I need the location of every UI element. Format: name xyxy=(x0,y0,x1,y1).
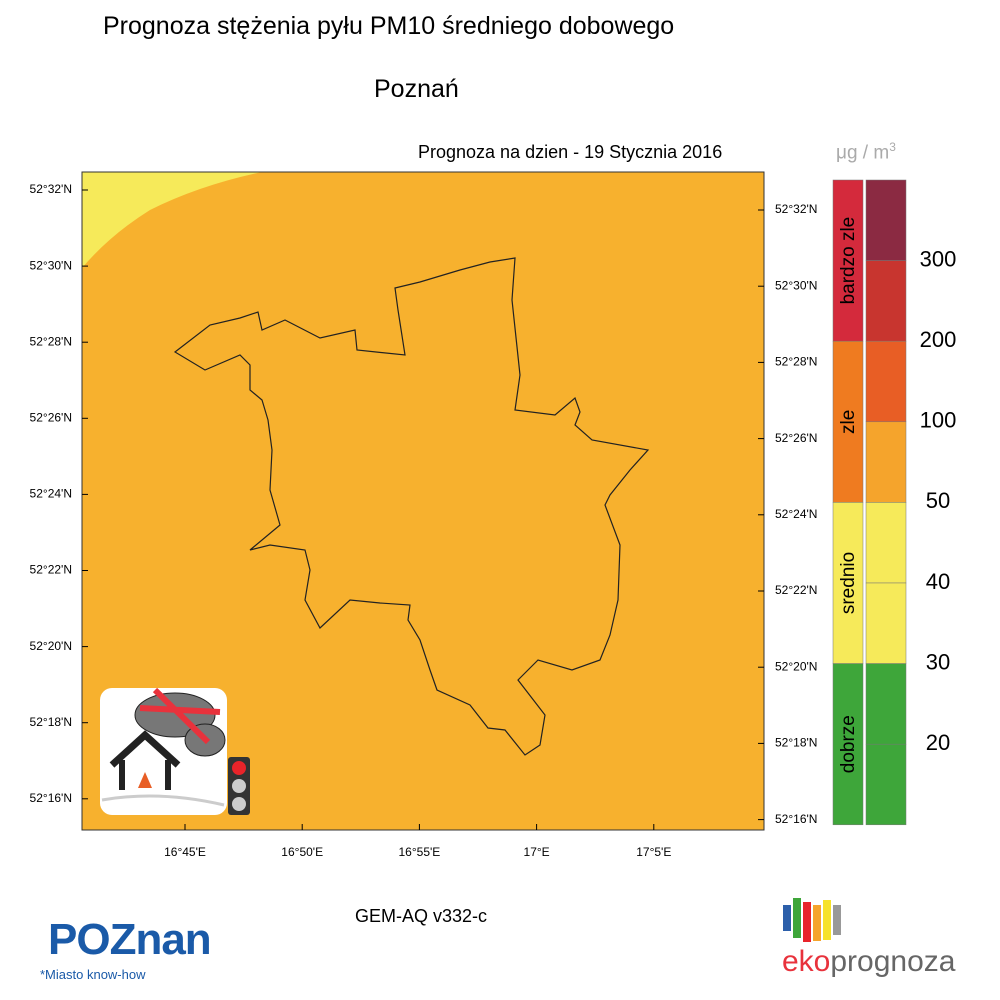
threshold-label: 100 xyxy=(920,408,957,433)
title: Prognoza stężenia pyłu PM10 średniego do… xyxy=(103,12,675,40)
threshold-label: 20 xyxy=(926,730,950,755)
lat-label: 52°18'N xyxy=(775,736,817,750)
lat-label: 52°22'N xyxy=(30,563,72,577)
light-off xyxy=(232,797,246,811)
category-band xyxy=(832,340,864,503)
logo-tagline: *Miasto know-how xyxy=(40,967,146,982)
forecast-zone xyxy=(82,172,262,268)
lat-label: 52°28'N xyxy=(775,355,817,369)
city-boundary xyxy=(173,257,650,756)
category-label: zle xyxy=(838,410,859,434)
color-bin xyxy=(865,179,907,261)
color-bin xyxy=(865,260,907,342)
unit-text: μg / m xyxy=(836,142,890,164)
lon-label: 16°55'E xyxy=(399,845,441,859)
logo-eko: eko xyxy=(782,945,831,978)
snow xyxy=(101,794,225,807)
color-bin xyxy=(865,502,907,584)
lon-label: 17°E xyxy=(524,845,550,859)
category-label: dobrze xyxy=(838,715,859,773)
color-bin xyxy=(865,340,907,423)
lat-label: 52°28'N xyxy=(30,334,72,348)
lat-label: 52°30'N xyxy=(775,278,817,292)
lat-label: 52°24'N xyxy=(775,507,817,521)
lat-label: 52°32'N xyxy=(775,202,817,216)
eko-logo-bars xyxy=(783,898,841,942)
light-off xyxy=(232,779,246,793)
lon-label: 16°50'E xyxy=(281,845,323,859)
lat-label: 52°32'N xyxy=(30,182,72,196)
threshold-label: 300 xyxy=(920,246,957,271)
color-bin xyxy=(865,663,907,745)
model: GEM-AQ v332-c xyxy=(355,906,488,926)
logo-right: ekoprognoza xyxy=(782,945,955,979)
category-band xyxy=(832,179,864,342)
city: Poznań xyxy=(374,75,459,103)
forecast-date: Prognoza na dzien - 19 Stycznia 2016 xyxy=(418,142,723,162)
threshold-label: 50 xyxy=(926,488,950,513)
lat-label: 52°26'N xyxy=(30,410,72,424)
logo-prognoza: prognoza xyxy=(830,945,956,978)
lat-label: 52°18'N xyxy=(30,715,72,729)
cross xyxy=(139,687,221,745)
fire xyxy=(138,772,152,788)
lat-label: 52°26'N xyxy=(775,431,817,445)
lat-label: 52°30'N xyxy=(30,258,72,272)
logo-left: POZnan xyxy=(48,915,212,964)
color-bin xyxy=(865,582,907,664)
category-label: bardzo zle xyxy=(838,217,859,305)
lat-label: 52°20'N xyxy=(775,659,817,673)
color-bin xyxy=(865,421,907,503)
category-label: srednio xyxy=(838,552,859,614)
air-quality-icon xyxy=(100,687,250,815)
lon-label: 17°5'E xyxy=(636,845,671,859)
roof xyxy=(109,730,181,768)
category-band xyxy=(832,502,864,664)
map-frame xyxy=(81,171,765,831)
light-red xyxy=(232,761,246,775)
lat-label: 52°20'N xyxy=(30,639,72,653)
lon-label: 16°45'E xyxy=(164,845,206,859)
category-band xyxy=(832,663,864,826)
threshold-label: 40 xyxy=(926,569,950,594)
threshold-label: 30 xyxy=(926,649,950,674)
walls xyxy=(119,760,171,790)
lat-label: 52°24'N xyxy=(30,487,72,501)
unit: μg / m3 xyxy=(836,140,896,164)
lat-label: 52°16'N xyxy=(775,812,817,826)
lat-label: 52°16'N xyxy=(30,791,72,805)
threshold-label: 200 xyxy=(920,327,957,352)
unit-exponent: 3 xyxy=(889,140,896,154)
lat-label: 52°22'N xyxy=(775,583,817,597)
color-bin xyxy=(865,743,907,826)
